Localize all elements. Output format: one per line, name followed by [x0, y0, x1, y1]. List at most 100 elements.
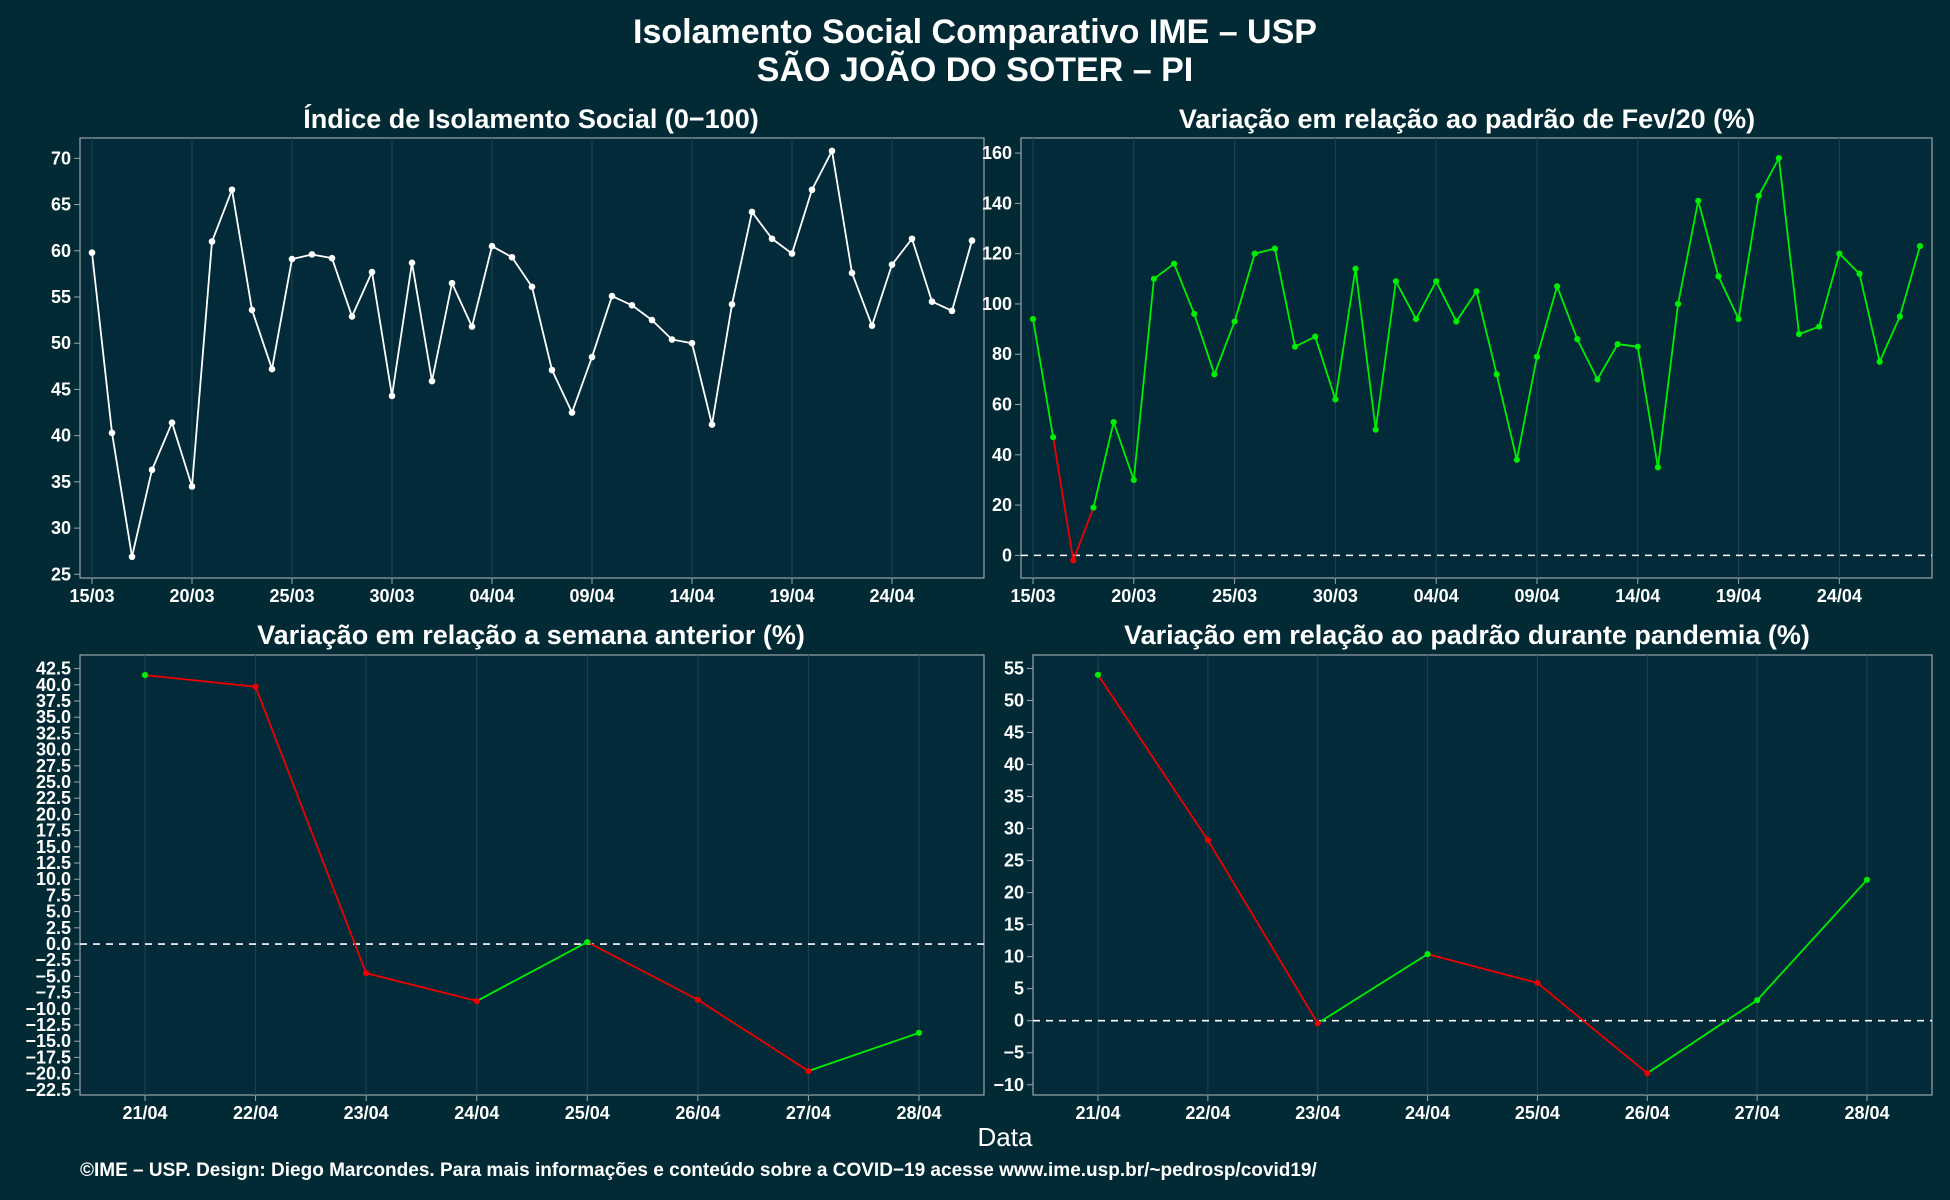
variation-feb20-series-segment — [1576, 338, 1599, 380]
isolation-index-y-tick-label: 65 — [51, 195, 71, 215]
variation-pandemic-baseline-y-tick-label: 40 — [1004, 755, 1024, 775]
variation-feb20-data-point — [1291, 343, 1299, 350]
variation-feb20-data-point — [1916, 243, 1924, 250]
variation-feb20-series-segment — [1717, 275, 1740, 320]
variation-pandemic-baseline-x-tick-label: 27/04 — [1735, 1103, 1780, 1123]
chart-isolation-index: Índice de Isolamento Social (0−100) 15/0… — [51, 103, 985, 606]
variation-feb20-data-point — [1110, 419, 1117, 426]
isolation-index-series-segment — [811, 150, 833, 191]
variation-feb20-data-point — [1775, 155, 1782, 162]
variation-feb20-series-segment — [1737, 195, 1760, 320]
variation-feb20-data-point — [1211, 371, 1218, 378]
isolation-index-series-segment — [251, 309, 273, 370]
isolation-index-series-segment — [451, 282, 473, 327]
variation-previous-week-x-tick-label: 27/04 — [786, 1103, 831, 1123]
variation-feb20-series-segment — [1193, 313, 1216, 375]
isolation-index-data-point — [108, 429, 116, 437]
variation-previous-week-y-tick-label: −20.0 — [25, 1064, 71, 1084]
isolation-index-data-point — [88, 249, 96, 256]
variation-pandemic-baseline-data-point — [1424, 950, 1431, 958]
variation-feb20-x-tick-label: 24/04 — [1817, 586, 1862, 606]
figure-title: Isolamento Social Comparativo IME – USP — [633, 13, 1317, 51]
variation-feb20-x-tick-label: 04/04 — [1414, 586, 1459, 606]
isolation-index-series-segment — [311, 253, 333, 260]
isolation-index-series-segment — [951, 240, 973, 312]
isolation-index-data-point — [428, 377, 436, 385]
isolation-index-data-point — [148, 466, 156, 474]
variation-previous-week-data-point — [805, 1067, 812, 1075]
variation-feb20-series-segment — [1515, 356, 1538, 461]
variation-feb20-series-segment — [1415, 280, 1437, 320]
variation-feb20-series-segment — [1354, 268, 1377, 430]
variation-feb20-data-point — [1130, 476, 1137, 484]
isolation-index-data-point — [948, 307, 956, 315]
variation-feb20-data-point — [1856, 270, 1863, 277]
variation-feb20-x-tick-label: 19/04 — [1716, 586, 1761, 606]
isolation-index-data-point — [408, 259, 416, 267]
isolation-index-data-point — [188, 483, 196, 490]
variation-feb20-series-segment — [1132, 278, 1155, 481]
variation-feb20-data-point — [1191, 310, 1198, 318]
variation-feb20-data-point — [1715, 273, 1722, 280]
variation-previous-week-y-tick-label: −17.5 — [25, 1047, 71, 1067]
variation-pandemic-baseline-data-point — [1644, 1070, 1651, 1077]
variation-feb20-data-point — [1392, 278, 1399, 285]
isolation-index-series-segment — [551, 369, 573, 413]
variation-previous-week-y-tick-label: −12.5 — [25, 1015, 71, 1035]
variation-pandemic-baseline-y-tick-label: 20 — [1004, 883, 1024, 903]
isolation-index-data-point — [708, 421, 716, 428]
variation-previous-week-y-tick-label: −5.0 — [35, 966, 71, 986]
isolation-index-x-tick-label: 09/04 — [569, 586, 614, 606]
isolation-index-series-segment — [291, 253, 313, 260]
variation-pandemic-baseline-y-tick-label: 10 — [1004, 947, 1024, 967]
variation-feb20-series-segment — [1274, 248, 1296, 347]
variation-previous-week-y-tick-label: −15.0 — [25, 1031, 71, 1051]
variation-feb20-series-segment — [1092, 421, 1115, 508]
variation-feb20-y-tick-label: 80 — [992, 344, 1012, 364]
variation-previous-week-y-tick-label: 12.5 — [36, 853, 71, 873]
variation-pandemic-baseline-y-tick-label: 35 — [1004, 787, 1024, 807]
variation-feb20-data-point — [1332, 396, 1339, 403]
variation-previous-week-series-segment — [144, 674, 256, 688]
variation-previous-week-data-point — [141, 671, 149, 679]
variation-feb20-series-segment — [1072, 507, 1095, 561]
isolation-index-series-segment — [771, 238, 793, 255]
variation-previous-week-y-tick-label: −22.5 — [25, 1080, 71, 1100]
variation-feb20-series-segment — [1294, 335, 1316, 348]
isolation-index-data-point — [568, 409, 576, 416]
variation-feb20-data-point — [1735, 315, 1742, 323]
isolation-index-y-tick-label: 60 — [51, 241, 71, 261]
variation-feb20-series-segment — [1697, 200, 1720, 277]
variation-feb20-series-segment — [1798, 325, 1820, 335]
variation-pandemic-baseline-data-point — [1204, 836, 1211, 844]
isolation-index-series-segment — [851, 272, 873, 326]
variation-previous-week-y-tick-label: 0.0 — [46, 934, 71, 954]
variation-previous-week-x-tick-label: 25/04 — [565, 1103, 610, 1123]
variation-feb20-data-point — [1836, 250, 1843, 257]
variation-previous-week-y-tick-label: −2.5 — [35, 950, 71, 970]
isolation-index-data-point — [648, 316, 656, 324]
variation-pandemic-baseline-series-segment — [1317, 953, 1429, 1025]
variation-pandemic-baseline-y-tick-label: 50 — [1004, 690, 1024, 710]
isolation-index-data-point — [548, 366, 556, 374]
variation-previous-week-series-segment — [254, 686, 367, 974]
variation-feb20-series-segment — [1334, 268, 1357, 400]
isolation-index-data-point — [308, 251, 316, 258]
variation-feb20-data-point — [1533, 353, 1541, 360]
isolation-index-series-segment — [631, 304, 653, 321]
variation-previous-week-y-tick-label: 7.5 — [46, 885, 71, 905]
isolation-index-series-segment — [411, 262, 433, 382]
variation-pandemic-baseline-series-segment — [1646, 999, 1758, 1074]
variation-pandemic-baseline-x-tick-label: 22/04 — [1185, 1103, 1230, 1123]
variation-feb20-series-segment — [1052, 437, 1075, 561]
isolation-index-data-point — [688, 339, 696, 347]
variation-previous-week-data-point — [363, 970, 370, 977]
figure-subtitle: SÃO JOÃO DO SOTER – PI — [757, 51, 1193, 89]
isolation-index-series-segment — [391, 262, 413, 397]
variation-pandemic-baseline-x-tick-label: 24/04 — [1405, 1103, 1450, 1123]
x-axis-title: Data — [978, 1122, 1033, 1152]
chart-variation-previous-week: Variação em relação a semana anterior (%… — [25, 620, 985, 1123]
isolation-index-series-segment — [831, 150, 853, 274]
isolation-index-data-point — [348, 313, 356, 320]
variation-pandemic-baseline-y-tick-label: 45 — [1004, 722, 1024, 742]
